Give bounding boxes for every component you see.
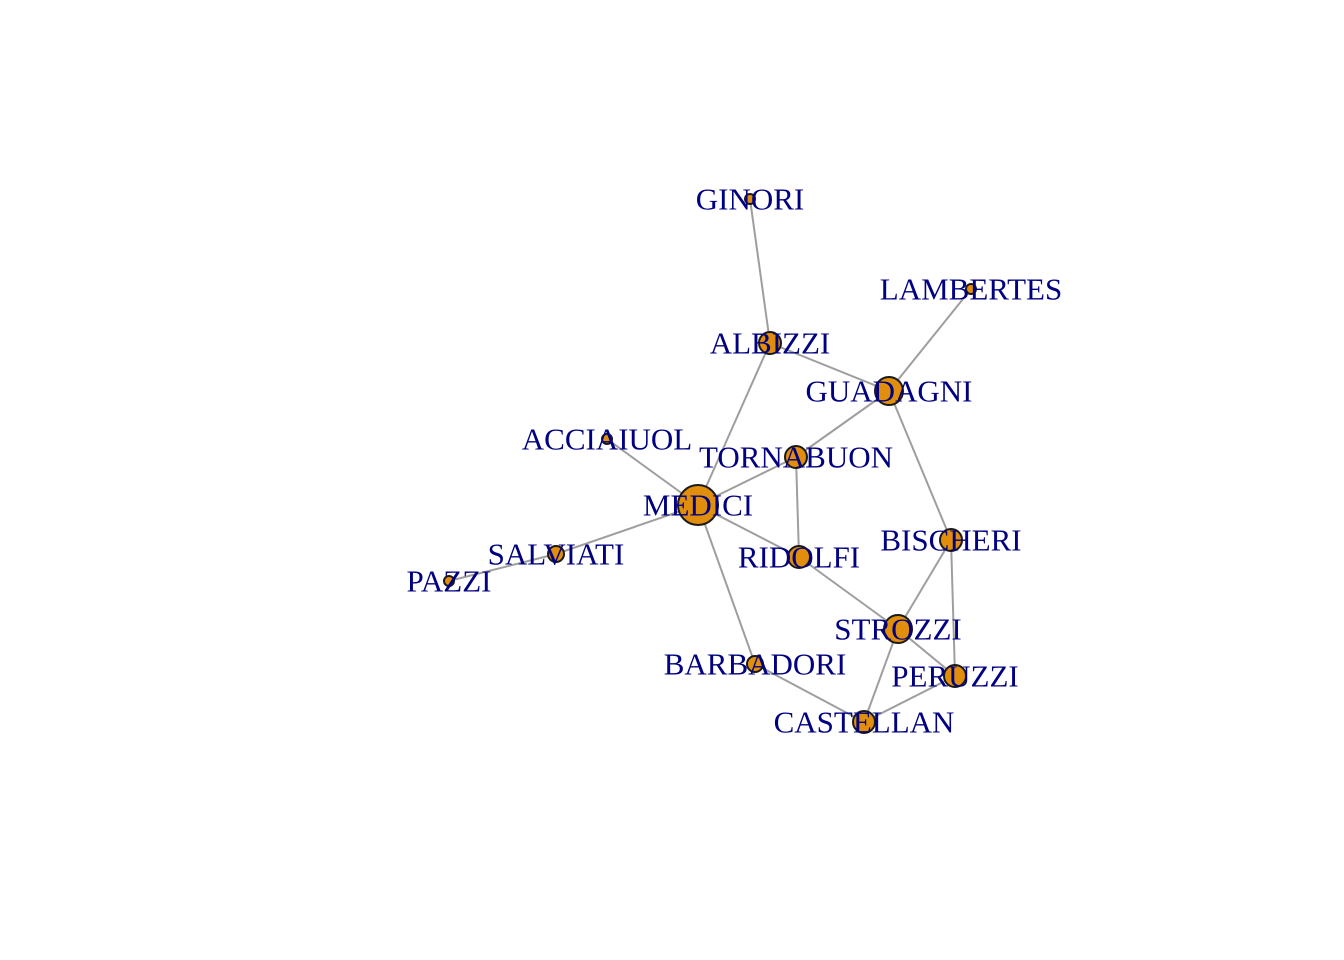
node-label-peruzzi: PERUZZI [891,659,1018,694]
nodes-layer [443,193,977,734]
node-label-strozzi: STROZZI [834,612,961,647]
node-albizzi [758,331,782,355]
node-label-salviati: SALVIATI [488,537,625,572]
node-label-albizzi: ALBIZZI [710,326,831,361]
node-ridolfi [787,545,811,569]
node-bischeri [939,528,963,552]
node-label-bischeri: BISCHERI [880,523,1021,558]
node-castellan [852,710,876,734]
edge-guadagni-lambertes [888,288,972,392]
node-label-castellan: CASTELLAN [774,705,955,740]
edge-bischeri-guadagni [888,390,952,541]
edge-albizzi-ginori [749,198,771,344]
edge-castellan-peruzzi [863,675,956,723]
node-label-pazzi: PAZZI [407,564,492,599]
node-medici [677,484,719,526]
edge-guadagni-tornabuon [795,390,890,458]
node-label-medici: MEDICI [643,488,753,523]
node-label-guadagni: GUADAGNI [805,374,972,409]
edge-ridolfi-tornabuon [795,456,800,558]
edge-bischeri-peruzzi [950,539,956,677]
node-barbadori [746,655,764,673]
labels-layer: ACCIAIUOL ALBIZZI BARBADORI BISCHERI CASTELL… [407,182,1063,740]
edge-albizzi-guadagni [769,342,890,392]
node-ginori [744,193,756,205]
node-strozzi [883,614,913,644]
node-label-acciaiuol: ACCIAIUOL [522,422,693,457]
edge-pazzi-salviati [448,553,557,582]
node-tornabuon [784,445,808,469]
node-guadagni [874,376,904,406]
node-peruzzi [943,664,967,688]
edge-albizzi-medici [697,342,771,506]
edge-barbadori-castellan [754,663,865,723]
node-label-lambertes: LAMBERTES [880,272,1062,307]
node-lambertes [965,283,977,295]
edge-ridolfi-strozzi [798,556,899,630]
node-label-ginori: GINORI [696,182,805,217]
node-pazzi [443,575,455,587]
edges-layer [448,198,972,723]
node-label-ridolfi: RIDOLFI [738,540,860,575]
node-acciaiuol [601,433,613,445]
edge-castellan-strozzi [863,628,899,723]
node-salviati [547,545,565,563]
node-label-tornabuon: TORNABUON [699,440,893,475]
edge-bischeri-strozzi [897,539,952,630]
edge-barbadori-medici [697,504,756,665]
node-label-barbadori: BARBADORI [664,647,847,682]
edge-medici-salviati [555,504,699,555]
